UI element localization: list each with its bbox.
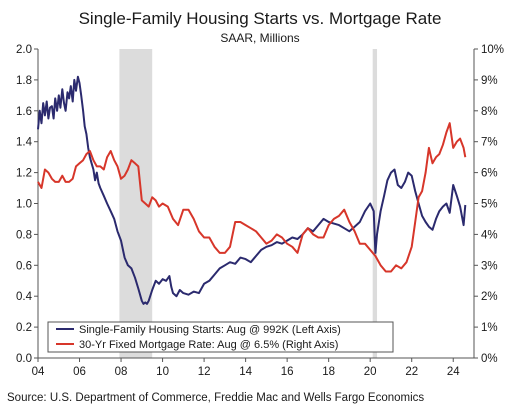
y-left-tick-label: 0.6 [16, 260, 32, 272]
y-right-tick-label: 0% [481, 353, 498, 365]
legend: Single-Family Housing Starts: Aug @ 992K… [47, 321, 394, 353]
y-right-tick-label: 7% [481, 137, 498, 149]
y-left-tick-label: 1.8 [16, 75, 32, 87]
x-tick-label: 04 [32, 366, 45, 378]
y-left-tick-label: 2.0 [16, 44, 32, 56]
x-tick-label: 16 [281, 366, 294, 378]
legend-label-housing-starts: Single-Family Housing Starts: Aug @ 992K… [79, 324, 341, 336]
chart-subtitle: SAAR, Millions [220, 31, 299, 45]
x-tick-label: 22 [405, 366, 418, 378]
x-tick-label: 18 [322, 366, 335, 378]
recession-band-1 [372, 49, 378, 358]
y-left-tick-label: 1.4 [16, 137, 33, 149]
legend-label-mortgage-rate: 30-Yr Fixed Mortgage Rate: Aug @ 6.5% (R… [79, 339, 338, 351]
x-tick-label: 08 [115, 366, 128, 378]
legend-box [47, 321, 394, 353]
y-right-tick-label: 10% [481, 44, 504, 56]
x-tick-label: 20 [364, 366, 377, 378]
axes: 0.0 0.2 0.4 0.6 0.8 1.0 1.2 1.4 1.6 1.8 2.0 0% 1% 2% 3… [16, 44, 504, 378]
y-right-tick-label: 6% [481, 168, 498, 180]
x-tick-label: 12 [198, 366, 211, 378]
y-left-tick-label: 0.0 [16, 353, 32, 365]
chart-title: Single-Family Housing Starts vs. Mortgag… [79, 9, 442, 28]
x-tick-label: 14 [239, 366, 252, 378]
y-right-tick-label: 5% [481, 199, 498, 211]
y-left-tick-label: 0.8 [16, 229, 32, 241]
x-tick-label: 24 [447, 366, 460, 378]
y-right-tick-label: 4% [481, 229, 498, 241]
y-left-tick-label: 0.2 [16, 322, 32, 334]
x-tick-label: 10 [156, 366, 169, 378]
mortgage-rate-line [37, 122, 467, 273]
y-left-tick-label: 1.0 [16, 199, 32, 211]
y-right-tick-label: 8% [481, 106, 498, 118]
recession-band-0 [119, 49, 153, 358]
source-note: Source: U.S. Department of Commerce, Fre… [7, 392, 424, 404]
y-right-tick-label: 9% [481, 75, 498, 87]
y-right-tick-label: 3% [481, 260, 498, 272]
x-tick-label: 06 [73, 366, 86, 378]
y-left-tick-label: 1.2 [16, 168, 32, 180]
housing-starts-line [37, 75, 467, 305]
y-left-tick-label: 0.4 [16, 291, 33, 303]
series-lines [37, 75, 467, 305]
y-right-tick-label: 1% [481, 322, 498, 334]
y-right-tick-label: 2% [481, 291, 498, 303]
y-left-tick-label: 1.6 [16, 106, 32, 118]
